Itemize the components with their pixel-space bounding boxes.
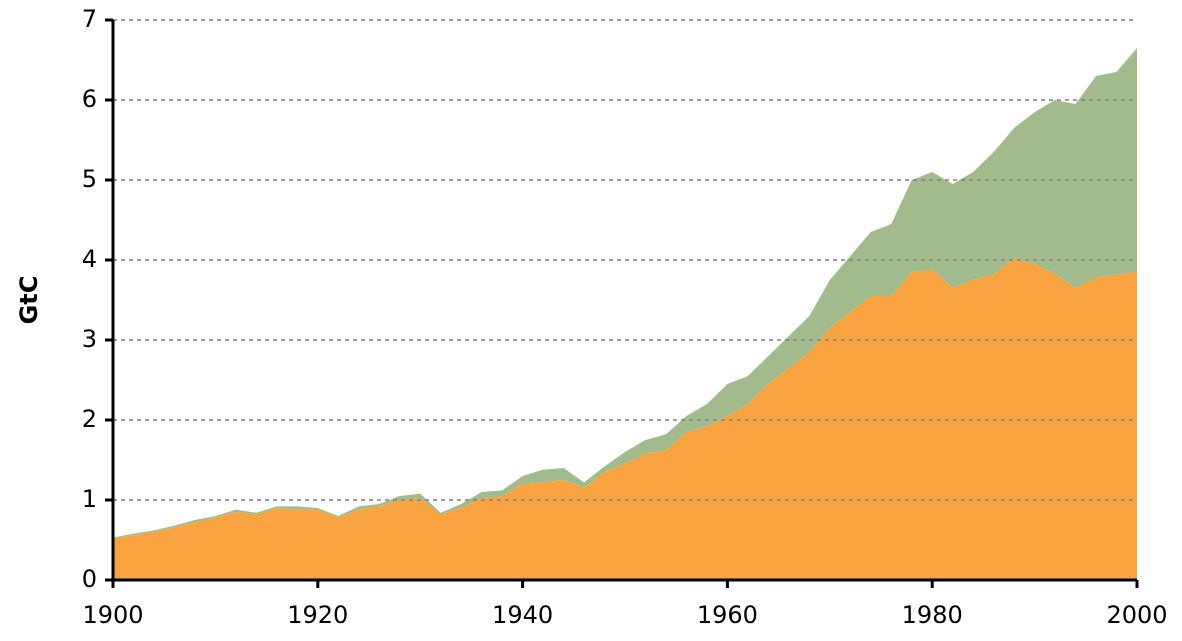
y-tick-label: 0 xyxy=(82,565,97,593)
x-tick-label: 1940 xyxy=(492,601,553,629)
x-tick-label: 1920 xyxy=(287,601,348,629)
y-tick-label: 2 xyxy=(82,405,97,433)
y-tick-label: 5 xyxy=(82,165,97,193)
y-tick-label: 3 xyxy=(82,325,97,353)
y-axis-label: GtC xyxy=(15,276,43,325)
y-tick-label: 6 xyxy=(82,85,97,113)
x-tick-label: 2000 xyxy=(1106,601,1167,629)
area xyxy=(113,258,1137,580)
x-tick-label: 1960 xyxy=(697,601,758,629)
y-tick-label: 7 xyxy=(82,5,97,33)
x-tick-label: 1900 xyxy=(82,601,143,629)
y-tick-label: 4 xyxy=(82,245,97,273)
y-tick-label: 1 xyxy=(82,485,97,513)
x-tick-label: 1980 xyxy=(902,601,963,629)
